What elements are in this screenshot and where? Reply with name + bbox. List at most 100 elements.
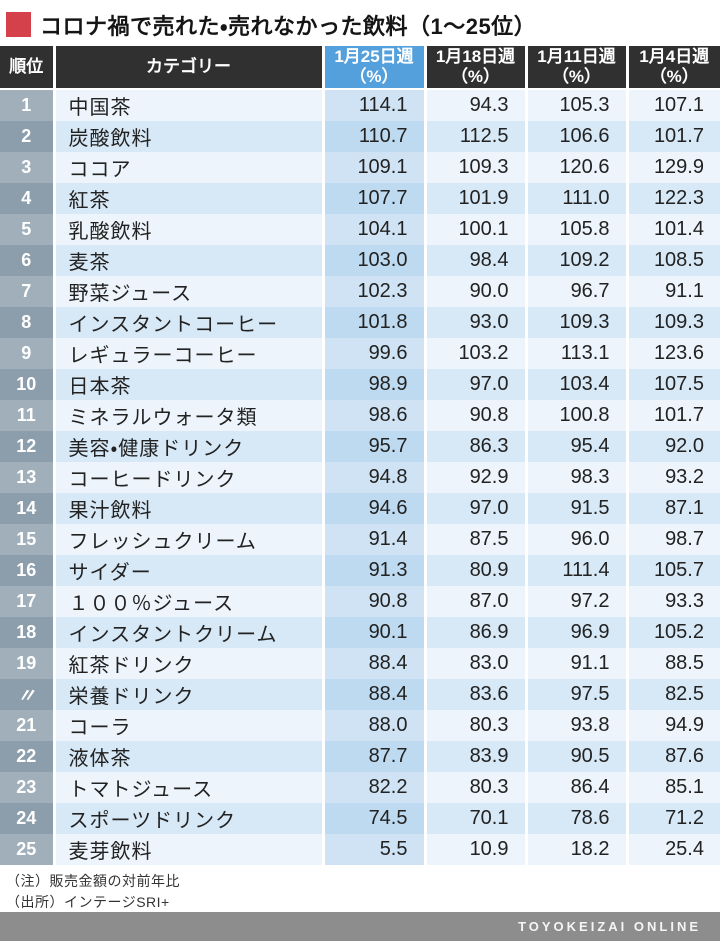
- category-cell: インスタントコーヒー: [52, 307, 323, 338]
- category-cell: 日本茶: [52, 369, 323, 400]
- table-row: 23 トマトジュース 82.2 80.3 86.4 85.1: [0, 772, 720, 803]
- value-cell: 83.9: [423, 741, 526, 772]
- value-cell: 92.9: [423, 462, 526, 493]
- table-row: 6 麦茶 103.0 98.4 109.2 108.5: [0, 245, 720, 276]
- rank-cell: 10: [0, 369, 54, 400]
- value-cell: 82.5: [625, 679, 720, 710]
- title-bar: コロナ禍で売れた・売れなかった飲料（1〜25位）: [0, 0, 720, 46]
- category-cell: スポーツドリンク: [52, 803, 323, 834]
- note-line: （出所）インテージSRI+: [6, 894, 170, 911]
- value-cell: 109.3: [423, 152, 526, 183]
- value-cell: 98.3: [524, 462, 627, 493]
- value-cell: 100.1: [423, 214, 526, 245]
- value-cell: 123.6: [625, 338, 720, 369]
- category-cell: 果汁飲料: [52, 493, 323, 524]
- value-cell: 102.3: [321, 276, 425, 307]
- value-cell: 105.7: [625, 555, 720, 586]
- value-cell: 80.3: [423, 772, 526, 803]
- rank-cell: 19: [0, 648, 54, 679]
- value-cell: 86.4: [524, 772, 627, 803]
- value-cell: 74.5: [321, 803, 425, 834]
- rank-cell: 8: [0, 307, 54, 338]
- table-row: 22 液体茶 87.7 83.9 90.5 87.6: [0, 741, 720, 772]
- footnotes: （注）販売金額の対前年比 （出所）インテージSRI+: [0, 865, 720, 911]
- category-cell: ココア: [52, 152, 323, 183]
- table-row: 18 インスタントクリーム 90.1 86.9 96.9 105.2: [0, 617, 720, 648]
- rank-cell: 21: [0, 710, 54, 741]
- rank-cell: 11: [0, 400, 54, 431]
- value-cell: 99.6: [321, 338, 425, 369]
- value-cell: 96.7: [524, 276, 627, 307]
- rank-cell: 14: [0, 493, 54, 524]
- value-cell: 93.8: [524, 710, 627, 741]
- value-cell: 122.3: [625, 183, 720, 214]
- table-row: 5 乳酸飲料 104.1 100.1 105.8 101.4: [0, 214, 720, 245]
- value-cell: 91.1: [524, 648, 627, 679]
- category-cell: フレッシュクリーム: [52, 524, 323, 555]
- value-cell: 108.5: [625, 245, 720, 276]
- category-cell: コーヒードリンク: [52, 462, 323, 493]
- table-row: 14 果汁飲料 94.6 97.0 91.5 87.1: [0, 493, 720, 524]
- table-row: 16 サイダー 91.3 80.9 111.4 105.7: [0, 555, 720, 586]
- rank-cell: 13: [0, 462, 54, 493]
- category-cell: トマトジュース: [52, 772, 323, 803]
- value-cell: 106.6: [524, 121, 627, 152]
- value-cell: 93.2: [625, 462, 720, 493]
- value-cell: 80.3: [423, 710, 526, 741]
- value-cell: 100.8: [524, 400, 627, 431]
- value-cell: 98.9: [321, 369, 425, 400]
- rank-cell: 〃: [0, 679, 54, 710]
- value-cell: 109.3: [524, 307, 627, 338]
- value-cell: 109.1: [321, 152, 425, 183]
- value-cell: 71.2: [625, 803, 720, 834]
- table-row: 12 美容・健康ドリンク 95.7 86.3 95.4 92.0: [0, 431, 720, 462]
- value-cell: 88.5: [625, 648, 720, 679]
- value-cell: 109.2: [524, 245, 627, 276]
- rank-cell: 16: [0, 555, 54, 586]
- table-row: 9 レギュラーコーヒー 99.6 103.2 113.1 123.6: [0, 338, 720, 369]
- week-column-header: 1月25日週 （%）: [321, 46, 425, 90]
- value-cell: 94.8: [321, 462, 425, 493]
- value-cell: 103.0: [321, 245, 425, 276]
- value-cell: 98.7: [625, 524, 720, 555]
- value-cell: 87.6: [625, 741, 720, 772]
- ranking-table: 順位 カテゴリー 1月25日週 （%） 1月18日週 （%） 1月11日週 （%） 1月4日週（…: [0, 46, 720, 865]
- value-cell: 101.9: [423, 183, 526, 214]
- value-cell: 120.6: [524, 152, 627, 183]
- category-cell: コーラ: [52, 710, 323, 741]
- table-row: 17 １００％ジュース 90.8 87.0 97.2 93.3: [0, 586, 720, 617]
- footer-bar: TOYOKEIZAI ONLINE: [0, 912, 720, 941]
- value-cell: 113.1: [524, 338, 627, 369]
- rank-cell: 15: [0, 524, 54, 555]
- value-cell: 97.0: [423, 493, 526, 524]
- value-cell: 101.7: [625, 121, 720, 152]
- value-cell: 107.7: [321, 183, 425, 214]
- value-cell: 87.1: [625, 493, 720, 524]
- rank-cell: 1: [0, 89, 54, 121]
- value-cell: 86.9: [423, 617, 526, 648]
- value-cell: 97.2: [524, 586, 627, 617]
- value-cell: 90.5: [524, 741, 627, 772]
- value-cell: 86.3: [423, 431, 526, 462]
- rank-cell: 3: [0, 152, 54, 183]
- value-cell: 96.0: [524, 524, 627, 555]
- value-cell: 82.2: [321, 772, 425, 803]
- value-cell: 112.5: [423, 121, 526, 152]
- table-row: 15 フレッシュクリーム 91.4 87.5 96.0 98.7: [0, 524, 720, 555]
- value-cell: 85.1: [625, 772, 720, 803]
- red-square-bullet-icon: [6, 12, 31, 37]
- value-cell: 105.8: [524, 214, 627, 245]
- value-cell: 90.1: [321, 617, 425, 648]
- table-row: 21 コーラ 88.0 80.3 93.8 94.9: [0, 710, 720, 741]
- value-cell: 25.4: [625, 834, 720, 865]
- category-cell: 乳酸飲料: [52, 214, 323, 245]
- rank-cell: 5: [0, 214, 54, 245]
- page-title: コロナ禍で売れた・売れなかった飲料（1〜25位）: [40, 13, 537, 39]
- category-cell: 紅茶: [52, 183, 323, 214]
- value-cell: 90.8: [321, 586, 425, 617]
- table-row: 19 紅茶ドリンク 88.4 83.0 91.1 88.5: [0, 648, 720, 679]
- week-column-header: 1月4日週 （%）: [625, 46, 720, 90]
- rank-cell: 7: [0, 276, 54, 307]
- value-cell: 101.7: [625, 400, 720, 431]
- value-cell: 107.5: [625, 369, 720, 400]
